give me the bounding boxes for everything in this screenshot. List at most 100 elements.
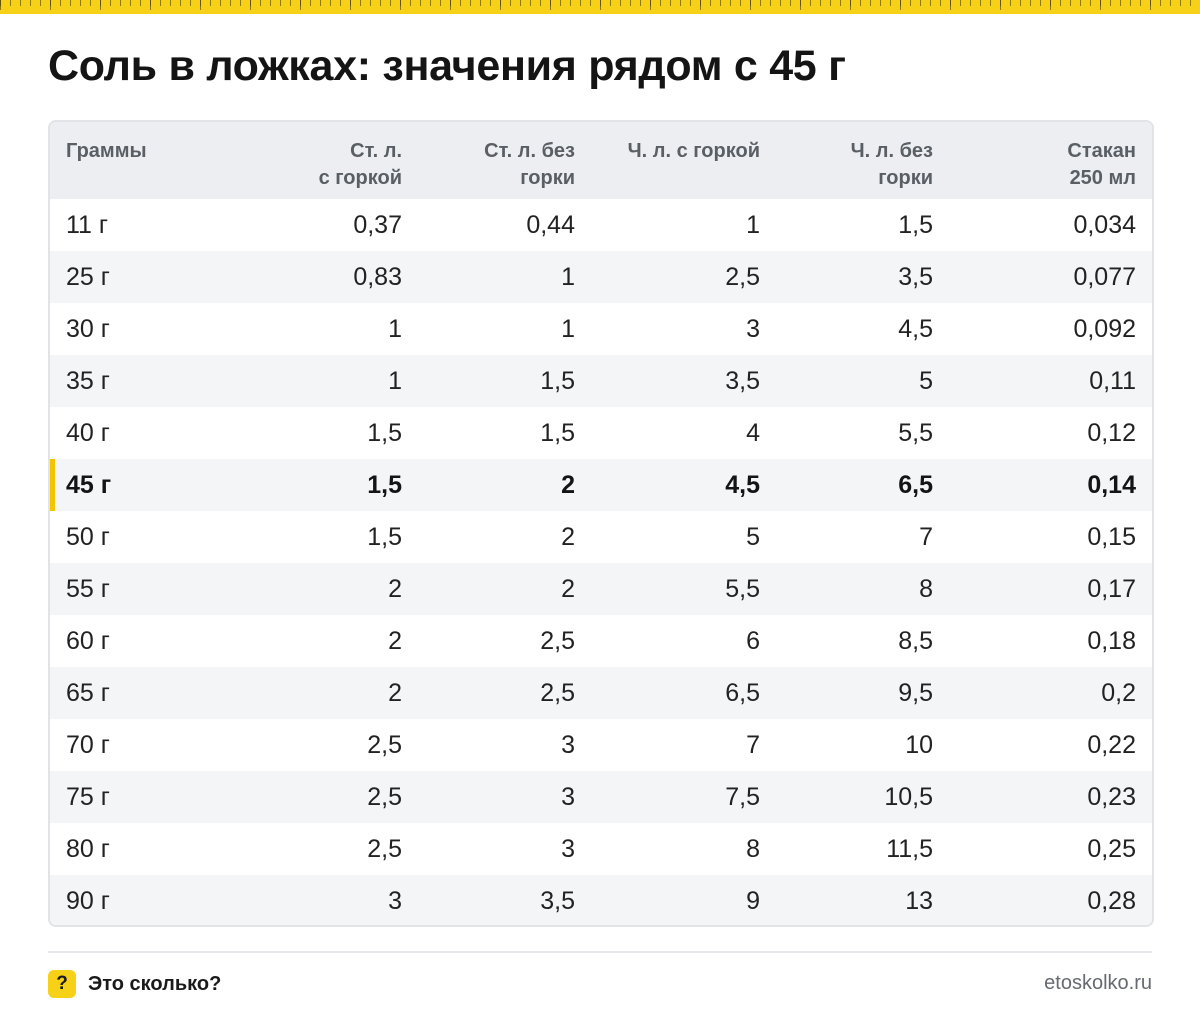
footer-divider [48, 951, 1152, 953]
cell-tbsp-level: 2 [561, 575, 575, 603]
header-tbsp-level: Ст. л. без горки [484, 140, 575, 189]
cell-grams: 70 г [66, 731, 110, 759]
page-title: Соль в ложках: значения рядом с 45 г [48, 42, 846, 90]
table-header-row: Граммы Ст. л. с горкой Ст. л. без горки … [50, 122, 1152, 199]
cell-tsp-heaped: 9 [746, 887, 760, 915]
table-row: 50 г 1,5 2 5 7 0,15 [50, 511, 1152, 563]
cell-tsp-heaped: 6 [746, 627, 760, 655]
cell-tsp-heaped: 7,5 [725, 783, 760, 811]
cell-tsp-level: 1,5 [898, 211, 933, 239]
cell-tsp-level: 6,5 [898, 471, 933, 499]
cell-tbsp-level: 2 [561, 471, 575, 499]
cell-cup-250ml: 0,25 [1087, 835, 1136, 863]
cell-tsp-level: 10 [905, 731, 933, 759]
cell-tsp-heaped: 5 [746, 523, 760, 551]
table-row: 40 г 1,5 1,5 4 5,5 0,12 [50, 407, 1152, 459]
cell-tsp-heaped: 3 [746, 315, 760, 343]
ruler-strip [0, 0, 1200, 14]
cell-tsp-level: 5,5 [898, 419, 933, 447]
cell-tsp-heaped: 2,5 [725, 263, 760, 291]
table-row: 35 г 1 1,5 3,5 5 0,11 [50, 355, 1152, 407]
cell-cup-250ml: 0,23 [1087, 783, 1136, 811]
cell-grams: 55 г [66, 575, 110, 603]
cell-tsp-level: 5 [919, 367, 933, 395]
cell-tbsp-heaped: 2,5 [367, 835, 402, 863]
cell-tsp-level: 8 [919, 575, 933, 603]
cell-tbsp-heaped: 1 [388, 367, 402, 395]
cell-tsp-level: 10,5 [884, 783, 933, 811]
cell-tbsp-level: 1 [561, 263, 575, 291]
cell-tbsp-level: 1,5 [540, 419, 575, 447]
header-grams: Граммы [66, 140, 147, 162]
cell-grams: 65 г [66, 679, 110, 707]
cell-grams: 11 г [66, 211, 109, 239]
cell-tsp-level: 4,5 [898, 315, 933, 343]
cell-tsp-level: 3,5 [898, 263, 933, 291]
cell-tsp-heaped: 3,5 [725, 367, 760, 395]
cell-cup-250ml: 0,092 [1073, 315, 1136, 343]
cell-cup-250ml: 0,034 [1073, 211, 1136, 239]
cell-tbsp-level: 3 [561, 835, 575, 863]
cell-tbsp-level: 3,5 [540, 887, 575, 915]
cell-cup-250ml: 0,11 [1089, 367, 1136, 395]
cell-tbsp-heaped: 1 [388, 315, 402, 343]
cell-tsp-heaped: 4,5 [725, 471, 760, 499]
cell-tbsp-heaped: 0,37 [353, 211, 402, 239]
cell-cup-250ml: 0,18 [1087, 627, 1136, 655]
cell-cup-250ml: 0,14 [1087, 471, 1136, 499]
header-tsp-heaped: Ч. л. с горкой [627, 140, 760, 162]
cell-tbsp-level: 2,5 [540, 679, 575, 707]
table-row: 55 г 2 2 5,5 8 0,17 [50, 563, 1152, 615]
cell-tsp-level: 13 [905, 887, 933, 915]
cell-tsp-level: 11,5 [886, 835, 933, 863]
cell-cup-250ml: 0,17 [1087, 575, 1136, 603]
cell-tbsp-heaped: 3 [388, 887, 402, 915]
cell-cup-250ml: 0,077 [1073, 263, 1136, 291]
cell-tbsp-level: 2,5 [540, 627, 575, 655]
cell-grams: 90 г [66, 887, 110, 915]
cell-tsp-heaped: 6,5 [725, 679, 760, 707]
header-tsp-level: Ч. л. без горки [850, 140, 933, 189]
cell-cup-250ml: 0,22 [1087, 731, 1136, 759]
cell-tbsp-heaped: 1,5 [367, 471, 402, 499]
cell-tsp-level: 9,5 [898, 679, 933, 707]
brand: ? Это сколько? [48, 969, 221, 999]
cell-grams: 40 г [66, 419, 110, 447]
table-row-highlighted: 45 г 1,5 2 4,5 6,5 0,14 [50, 459, 1152, 511]
cell-grams: 35 г [66, 367, 110, 395]
cell-tbsp-heaped: 1,5 [367, 419, 402, 447]
cell-tbsp-heaped: 2 [388, 627, 402, 655]
cell-tbsp-heaped: 0,83 [353, 263, 402, 291]
table-row: 90 г 3 3,5 9 13 0,28 [50, 875, 1152, 925]
cell-grams: 50 г [66, 523, 110, 551]
cell-cup-250ml: 0,28 [1087, 887, 1136, 915]
header-cup-250ml: Стакан 250 мл [1067, 140, 1136, 189]
table-row: 25 г 0,83 1 2,5 3,5 0,077 [50, 251, 1152, 303]
cell-tbsp-level: 0,44 [526, 211, 575, 239]
cell-grams: 25 г [66, 263, 110, 291]
table-row: 80 г 2,5 3 8 11,5 0,25 [50, 823, 1152, 875]
cell-tbsp-level: 1,5 [540, 367, 575, 395]
cell-grams: 75 г [66, 783, 110, 811]
site-url: etoskolko.ru [1044, 972, 1152, 994]
cell-tbsp-level: 1 [561, 315, 575, 343]
cell-tsp-heaped: 7 [746, 731, 760, 759]
cell-tsp-heaped: 5,5 [725, 575, 760, 603]
cell-grams: 60 г [66, 627, 110, 655]
cell-tbsp-level: 2 [561, 523, 575, 551]
cell-grams: 45 г [50, 459, 272, 511]
conversion-table: Граммы Ст. л. с горкой Ст. л. без горки … [48, 120, 1154, 927]
cell-tbsp-level: 3 [561, 731, 575, 759]
cell-cup-250ml: 0,12 [1087, 419, 1136, 447]
cell-tsp-heaped: 4 [746, 419, 760, 447]
question-mark-icon: ? [48, 970, 76, 998]
cell-cup-250ml: 0,15 [1087, 523, 1136, 551]
cell-tbsp-heaped: 1,5 [367, 523, 402, 551]
cell-tbsp-heaped: 2 [388, 679, 402, 707]
cell-tbsp-heaped: 2,5 [367, 731, 402, 759]
table-row: 11 г 0,37 0,44 1 1,5 0,034 [50, 199, 1152, 251]
header-tbsp-heaped: Ст. л. с горкой [318, 140, 402, 189]
cell-tbsp-level: 3 [561, 783, 575, 811]
brand-name: Это сколько? [88, 972, 222, 995]
cell-tsp-level: 8,5 [898, 627, 933, 655]
